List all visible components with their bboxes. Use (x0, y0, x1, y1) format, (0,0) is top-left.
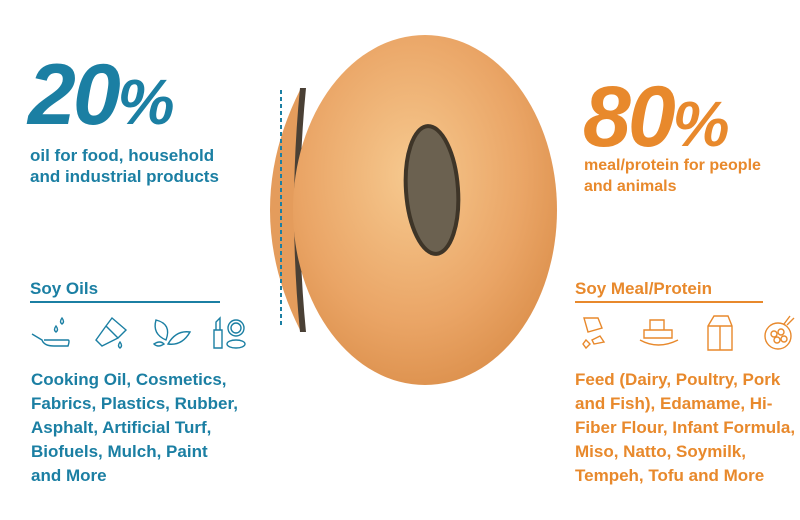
soy-oils-heading: Soy Oils (30, 279, 99, 298)
soy-meal-uses-list: Feed (Dairy, Poultry, Pork and Fish), Eda… (575, 370, 796, 485)
leaves-icon (152, 319, 192, 347)
soy-oils-rule (30, 301, 220, 303)
soy-oils-uses-list: Cooking Oil, Cosmetics, Fabrics, Plastics… (31, 370, 238, 485)
meal-percent: 80% (583, 69, 730, 165)
tofu-plate-icon (639, 319, 679, 346)
bean-slice (270, 90, 300, 330)
feed-pieces-icon (582, 317, 606, 350)
soy-meal-rule (575, 301, 763, 303)
oil-subtitle: oil for food, household and industrial pr… (30, 146, 219, 186)
oil-percent: 20% (28, 47, 175, 143)
meal-subtitle: meal/protein for people and animals (584, 157, 761, 195)
paintbrush-icon (95, 316, 128, 349)
milk-carton-icon (707, 315, 733, 351)
frying-pan-oil-icon (31, 316, 70, 347)
bean-hilum (403, 124, 461, 256)
soy-meal-heading: Soy Meal/Protein (575, 279, 712, 298)
soybean-bowl-icon (764, 315, 795, 350)
cosmetics-icon (213, 316, 246, 349)
